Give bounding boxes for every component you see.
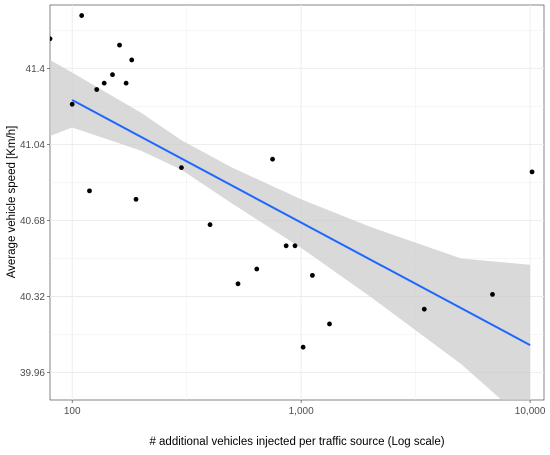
confidence-band (50, 59, 531, 400)
y-tick-label: 39.96 (20, 368, 45, 379)
data-point (69, 101, 75, 107)
data-point (207, 222, 213, 228)
data-point (110, 72, 115, 78)
data-point (129, 57, 135, 63)
data-point (310, 272, 315, 278)
data-point (179, 165, 184, 171)
data-point (529, 169, 535, 175)
data-point (300, 344, 306, 350)
data-point (327, 321, 332, 327)
y-tick-label: 40.68 (20, 216, 45, 227)
data-point (270, 156, 275, 162)
x-tick-label: 100 (64, 406, 81, 417)
data-point (94, 87, 100, 92)
data-point (292, 243, 298, 249)
y-axis-ticks: 39.96 40.32 40.68 41.04 41.4 (20, 64, 50, 379)
y-tick-label: 41.04 (20, 140, 45, 151)
data-point (123, 80, 129, 86)
regression-line (71, 99, 531, 346)
y-tick-label: 41.4 (26, 64, 46, 75)
data-point (421, 306, 427, 312)
data-point (235, 281, 241, 287)
x-tick-label: 1,000 (289, 406, 314, 417)
y-axis-title: Average vehicle speed [Km/h] (6, 126, 18, 279)
data-point (133, 196, 139, 202)
data-point (117, 42, 122, 48)
data-point (79, 13, 85, 18)
data-point (101, 80, 107, 86)
data-point (254, 266, 260, 272)
grid-lines (50, 5, 544, 400)
x-axis-title: # additional vehicles injected per traff… (149, 436, 444, 448)
regression-line-group (71, 99, 531, 346)
data-point (490, 291, 495, 297)
x-tick-label: 10,000 (515, 406, 546, 417)
data-point (50, 36, 53, 42)
data-points (50, 13, 535, 350)
data-point (283, 243, 289, 249)
confidence-band-area (50, 59, 531, 400)
y-tick-label: 40.32 (20, 292, 45, 303)
x-axis-ticks: 100 1,000 10,000 (64, 400, 546, 417)
data-point (87, 188, 92, 194)
